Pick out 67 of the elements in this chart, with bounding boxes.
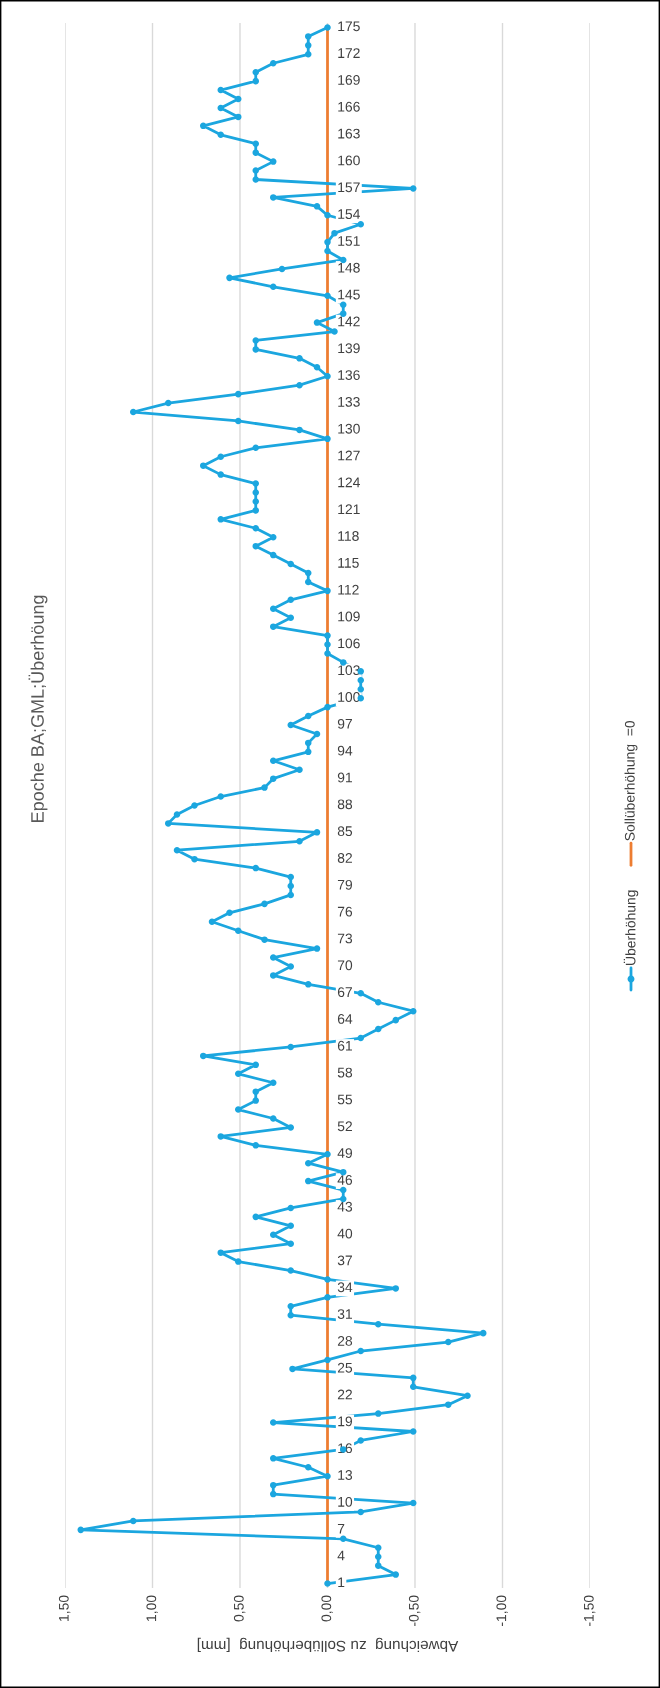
y-tick-label: 121 (338, 504, 360, 514)
y-tick-label: 169 (338, 75, 360, 85)
y-tick-label: 49 (337, 1148, 353, 1158)
y-tick-label: 79 (337, 879, 353, 890)
y-tick-label: 37 (337, 1255, 352, 1266)
x-tick-label: 1,00 (146, 1595, 158, 1621)
y-tick-label: 28 (337, 1335, 353, 1346)
y-tick-label: 76 (337, 906, 353, 917)
y-tick-label: 64 (337, 1014, 353, 1024)
y-tick-label: 151 (338, 236, 360, 246)
y-tick-label: 88 (337, 799, 353, 810)
y-tick-label: 139 (338, 343, 360, 354)
y-tick-label: 109 (338, 611, 360, 622)
y-tick-label: 70 (337, 960, 353, 971)
y-tick-label: 118 (338, 531, 359, 541)
x-tick-label: 1,50 (58, 1595, 71, 1621)
y-tick-label: 124 (338, 477, 360, 488)
y-tick-label: 154 (338, 209, 360, 219)
text: Überhöhung (623, 890, 639, 965)
y-tick-label: 31 (337, 1309, 352, 1319)
y-tick-label: 55 (337, 1094, 353, 1105)
text: Sollüberhöhung =0 (624, 720, 638, 841)
y-tick-label: 40 (337, 1228, 353, 1239)
y-tick-label: 22 (337, 1389, 352, 1400)
y-tick-label: 115 (338, 558, 359, 568)
y-tick-label: 58 (337, 1067, 353, 1078)
text: Epoche BA;GML;Überhöung (28, 595, 48, 822)
x-axis-title: Abweichung zu Sollüberhöhung [mm] (197, 1637, 459, 1652)
y-tick-label: 160 (338, 155, 360, 166)
y-tick-label: 133 (338, 396, 360, 407)
y-tick-label: 106 (338, 638, 360, 649)
y-tick-label: 157 (338, 182, 360, 193)
y-tick-label: 163 (338, 128, 360, 139)
y-tick-label: 97 (337, 718, 352, 729)
y-tick-label: 25 (337, 1362, 353, 1373)
y-tick-label: 19 (338, 1416, 353, 1427)
y-tick-label: 46 (337, 1174, 353, 1185)
y-tick-label: 127 (338, 450, 360, 461)
x-tick-label: 0,50 (233, 1595, 246, 1622)
x-tick-label: -0,50 (408, 1595, 421, 1626)
y-tick-label: 61 (337, 1040, 352, 1051)
x-tick-label: 0,00 (321, 1595, 333, 1622)
y-tick-label: 73 (337, 933, 353, 944)
y-tick-label: 34 (337, 1282, 353, 1293)
y-tick-label: 10 (338, 1496, 353, 1507)
y-tick-label: 52 (337, 1121, 352, 1132)
y-tick-label: 148 (338, 262, 360, 273)
y-tick-label: 43 (337, 1201, 353, 1212)
y-tick-label: 142 (338, 316, 360, 327)
y-tick-label: 91 (337, 772, 352, 783)
y-tick-label: 1 (338, 1577, 345, 1588)
y-tick-label: 130 (338, 423, 360, 434)
y-tick-label: 67 (337, 987, 352, 998)
y-tick-label: 166 (338, 101, 360, 112)
y-tick-label: 4 (337, 1550, 345, 1561)
y-tick-label: 136 (338, 370, 360, 380)
y-tick-label: 7 (337, 1523, 345, 1534)
y-tick-label: 94 (337, 745, 353, 756)
y-tick-label: 85 (337, 826, 353, 837)
y-tick-label: 82 (337, 853, 352, 863)
y-tick-label: 112 (338, 584, 359, 595)
x-tick-label: -1,00 (496, 1595, 508, 1626)
y-tick-label: 172 (338, 48, 360, 58)
y-tick-label: 175 (338, 21, 360, 32)
y-tick-label: 13 (338, 1470, 353, 1480)
y-tick-label: 145 (338, 289, 360, 300)
x-tick-label: -1,50 (583, 1595, 596, 1626)
